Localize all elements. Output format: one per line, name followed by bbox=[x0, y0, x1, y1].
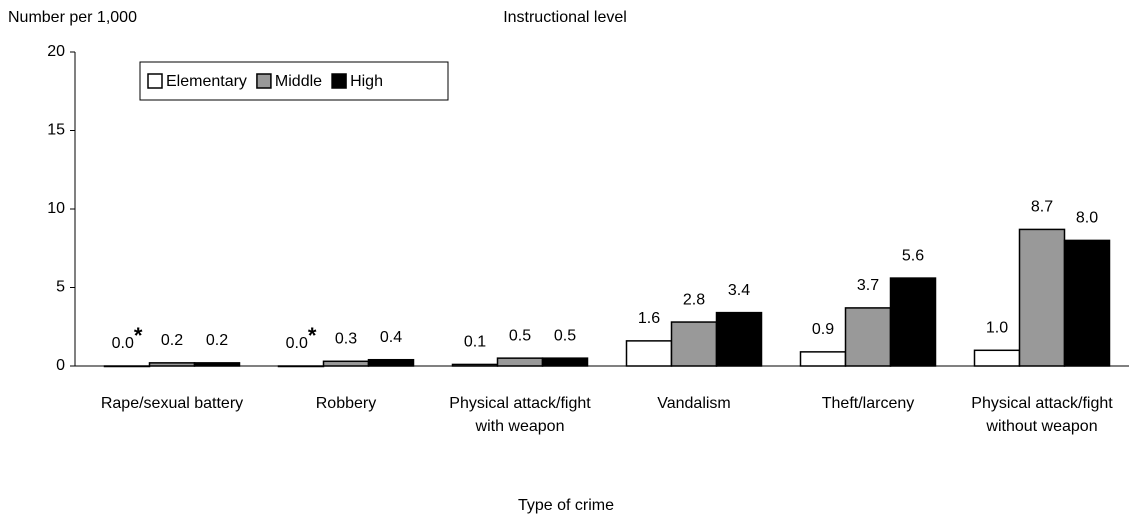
bar bbox=[625, 340, 673, 367]
y-tick-label: 10 bbox=[47, 200, 65, 217]
x-tick-label: Rape/sexual battery bbox=[100, 395, 244, 412]
y-tick-label: 5 bbox=[56, 279, 65, 296]
value-label: 3.7 bbox=[857, 277, 879, 294]
value-label: 0.0* bbox=[112, 323, 143, 352]
x-tick-label: Physical attack/fight without weapon bbox=[971, 395, 1113, 435]
value-label: 0.2 bbox=[161, 332, 183, 349]
x-axis-label: Type of crime bbox=[518, 497, 614, 514]
value-label: 5.6 bbox=[902, 247, 924, 264]
value-label: 0.5 bbox=[554, 327, 576, 344]
bar bbox=[1063, 239, 1111, 367]
bar bbox=[844, 307, 892, 367]
x-tick-label: Theft/larceny bbox=[821, 395, 915, 412]
legend-swatch bbox=[256, 73, 272, 89]
legend-label: Elementary bbox=[166, 73, 247, 90]
value-label: 8.7 bbox=[1031, 199, 1053, 216]
x-tick-label: Vandalism bbox=[657, 395, 731, 412]
value-label: 0.9 bbox=[812, 321, 834, 338]
legend-swatch bbox=[331, 73, 347, 89]
bar bbox=[496, 357, 544, 367]
y-tick-label: 0 bbox=[56, 357, 65, 374]
value-label: 0.2 bbox=[206, 332, 228, 349]
value-label: 2.8 bbox=[683, 291, 705, 308]
bar bbox=[1018, 228, 1066, 367]
bar bbox=[799, 351, 847, 367]
value-label: 0.4 bbox=[380, 329, 402, 346]
value-label: 0.5 bbox=[509, 327, 531, 344]
bar bbox=[889, 277, 937, 367]
bar bbox=[715, 311, 763, 367]
y-tick-label: 20 bbox=[47, 43, 65, 60]
bar bbox=[367, 358, 415, 367]
value-label: 0.3 bbox=[335, 331, 357, 348]
legend-swatch bbox=[147, 73, 163, 89]
bar bbox=[973, 349, 1021, 367]
value-label: 1.0 bbox=[986, 320, 1008, 337]
legend-box bbox=[139, 61, 449, 101]
bar bbox=[541, 357, 589, 367]
value-label: 1.6 bbox=[638, 310, 660, 327]
y-tick-label: 15 bbox=[47, 122, 65, 139]
value-label: 0.0* bbox=[286, 323, 317, 352]
bar bbox=[670, 321, 718, 367]
x-tick-label: Physical attack/fight with weapon bbox=[449, 395, 591, 435]
y-axis-label: Number per 1,000 bbox=[8, 9, 137, 26]
legend-title: Instructional level bbox=[503, 9, 627, 26]
legend-label: Middle bbox=[275, 73, 322, 90]
value-label: 3.4 bbox=[728, 282, 750, 299]
value-label: 0.1 bbox=[464, 334, 486, 351]
legend-label: High bbox=[350, 73, 383, 90]
bar bbox=[322, 360, 370, 367]
value-label: 8.0 bbox=[1076, 210, 1098, 227]
x-tick-label: Robbery bbox=[315, 395, 377, 412]
